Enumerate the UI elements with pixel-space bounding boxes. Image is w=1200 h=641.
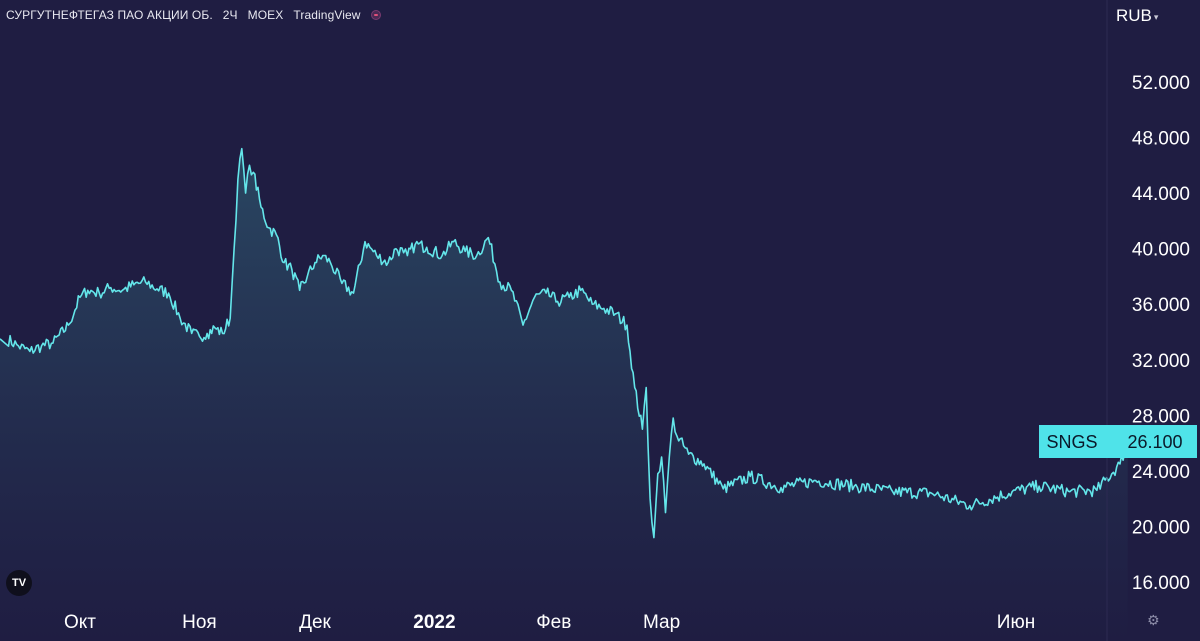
time-axis[interactable]: Окт Ноя Дек 2022 Фев Мар Июн bbox=[64, 612, 1035, 633]
symbol-name[interactable]: СУРГУТНЕФТЕГАЗ ПАО АКЦИИ ОБ. bbox=[6, 8, 213, 22]
currency-selector[interactable]: RUB ▾ bbox=[1116, 6, 1158, 26]
x-tick-label: Фев bbox=[536, 612, 571, 633]
price-area-fill bbox=[0, 148, 1128, 641]
chevron-down-icon: ▾ bbox=[1153, 11, 1159, 22]
y-tick-label: 44.000 bbox=[1132, 184, 1190, 205]
gear-icon[interactable]: ⚙ bbox=[1147, 612, 1160, 628]
y-tick-label: 20.000 bbox=[1132, 517, 1190, 538]
y-tick-label: 28.000 bbox=[1132, 406, 1190, 427]
y-tick-label: 36.000 bbox=[1132, 295, 1190, 316]
y-tick-label: 40.000 bbox=[1132, 240, 1190, 261]
last-price-label: SNGS 26.100 bbox=[1039, 425, 1197, 458]
price-line bbox=[0, 147, 1129, 539]
last-price-value: 26.100 bbox=[1127, 432, 1182, 452]
y-tick-label: 48.000 bbox=[1132, 129, 1190, 150]
y-tick-label: 32.000 bbox=[1132, 351, 1190, 372]
interval-label[interactable]: 2Ч bbox=[222, 8, 238, 22]
x-tick-label: Дек bbox=[299, 612, 331, 633]
x-tick-label: 2022 bbox=[413, 612, 455, 633]
last-price-symbol: SNGS bbox=[1046, 432, 1097, 452]
exchange-label: MOEX bbox=[247, 8, 284, 22]
y-tick-label: 52.000 bbox=[1132, 73, 1190, 94]
x-tick-label: Июн bbox=[997, 612, 1035, 633]
x-tick-label: Ноя bbox=[182, 612, 217, 633]
price-axis[interactable]: 16.000 20.000 24.000 28.000 32.000 36.000 40.0… bbox=[1132, 73, 1190, 594]
x-tick-label: Мар bbox=[643, 612, 680, 633]
x-tick-label: Окт bbox=[64, 612, 96, 633]
y-tick-label: 16.000 bbox=[1132, 573, 1190, 594]
currency-label: RUB bbox=[1116, 6, 1152, 25]
market-status-icon[interactable] bbox=[370, 10, 381, 20]
symbol-info-bar: СУРГУТНЕФТЕГАЗ ПАО АКЦИИ ОБ. 2Ч MOEX Tra… bbox=[6, 6, 381, 24]
provider-label: TradingView bbox=[293, 8, 361, 22]
last-price-label-box bbox=[1039, 425, 1197, 458]
y-tick-label: 24.000 bbox=[1132, 462, 1190, 483]
tradingview-logo-icon[interactable]: TV bbox=[6, 570, 32, 596]
